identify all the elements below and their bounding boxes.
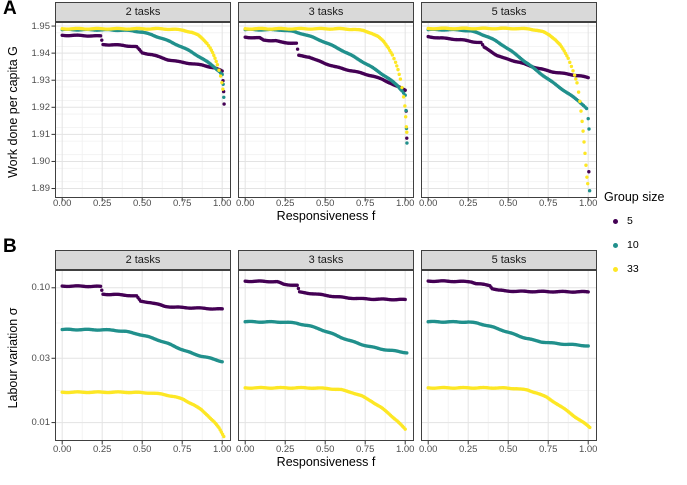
- legend-item-33: 33: [604, 262, 684, 276]
- x-tick-label: 0.75: [538, 444, 558, 455]
- x-tick-label: 0.00: [235, 444, 255, 455]
- facet-strip-a-2tasks: 2 tasks: [55, 2, 231, 22]
- x-tick-label: 1.00: [395, 444, 415, 455]
- x-tick-label: 0.75: [355, 198, 375, 209]
- x-tick-label: 1.00: [578, 198, 598, 209]
- facet-strip-b-2tasks: 2 tasks: [55, 250, 231, 270]
- panel-letter-a: A: [3, 0, 17, 19]
- x-tick-label: 0.75: [172, 444, 192, 455]
- x-tick-label: 0.50: [498, 444, 518, 455]
- y-tick-label: 1.94: [31, 47, 51, 59]
- x-tick-label: 0.75: [172, 198, 192, 209]
- x-tick-label: 0.00: [418, 444, 438, 455]
- x-tick-label: 0.75: [538, 198, 558, 209]
- legend-group-size: Group size 5 10 33: [604, 190, 684, 286]
- x-tick-label: 0.50: [132, 444, 152, 455]
- facet-strip-a-3tasks: 3 tasks: [238, 2, 414, 22]
- plot-panel-a-5tasks: [421, 22, 597, 202]
- facet-strip-a-5tasks: 5 tasks: [421, 2, 597, 22]
- x-tick-label: 0.50: [315, 444, 335, 455]
- y-tick-label: 1.93: [31, 74, 51, 86]
- x-tick-label: 0.50: [498, 198, 518, 209]
- x-tick-label: 0.50: [315, 198, 335, 209]
- x-tick-label: 0.25: [275, 198, 295, 209]
- facet-strip-b-3tasks: 3 tasks: [238, 250, 414, 270]
- plot-panel-b-5tasks: [421, 270, 597, 445]
- legend-dot-teal-icon: [613, 242, 618, 248]
- x-axis-title-b: Responsiveness f: [276, 455, 376, 469]
- x-tick-label: 0.00: [52, 444, 72, 455]
- x-tick-label: 0.25: [92, 198, 112, 209]
- legend-item-10: 10: [604, 238, 684, 252]
- x-tick-label: 0.00: [52, 198, 72, 209]
- plot-panel-b-2tasks: [51, 270, 231, 445]
- x-axis-title-a: Responsiveness f: [276, 209, 376, 223]
- legend-dot-yellow-icon: [613, 266, 618, 272]
- legend-item-5: 5: [604, 214, 684, 228]
- legend-title: Group size: [604, 190, 665, 204]
- x-tick-label: 1.00: [212, 198, 232, 209]
- x-tick-label: 0.25: [458, 444, 478, 455]
- legend-dot-purple-icon: [613, 218, 618, 224]
- facet-strip-b-5tasks: 5 tasks: [421, 250, 597, 270]
- y-tick-label: 0.03: [31, 352, 51, 364]
- panel-letter-b: B: [3, 236, 17, 257]
- x-tick-label: 1.00: [578, 444, 598, 455]
- x-tick-label: 0.25: [92, 444, 112, 455]
- x-tick-label: 0.25: [458, 198, 478, 209]
- x-tick-label: 0.25: [275, 444, 295, 455]
- x-tick-label: 0.75: [355, 444, 375, 455]
- plot-panel-b-3tasks: [238, 270, 414, 445]
- x-tick-label: 1.00: [212, 444, 232, 455]
- y-tick-label: 1.95: [31, 20, 51, 32]
- x-tick-label: 0.50: [132, 198, 152, 209]
- y-tick-label: 1.91: [31, 128, 51, 140]
- y-tick-label: 1.89: [31, 183, 51, 195]
- plot-panel-a-3tasks: [238, 22, 414, 202]
- y-tick-label: 0.01: [31, 417, 51, 429]
- plot-panel-a-2tasks: [51, 22, 231, 202]
- y-tick-label: 1.90: [31, 155, 51, 167]
- x-tick-label: 0.00: [235, 198, 255, 209]
- y-tick-label: 1.92: [31, 101, 51, 113]
- y-tick-label: 0.10: [31, 282, 51, 294]
- x-tick-label: 1.00: [395, 198, 415, 209]
- x-tick-label: 0.00: [418, 198, 438, 209]
